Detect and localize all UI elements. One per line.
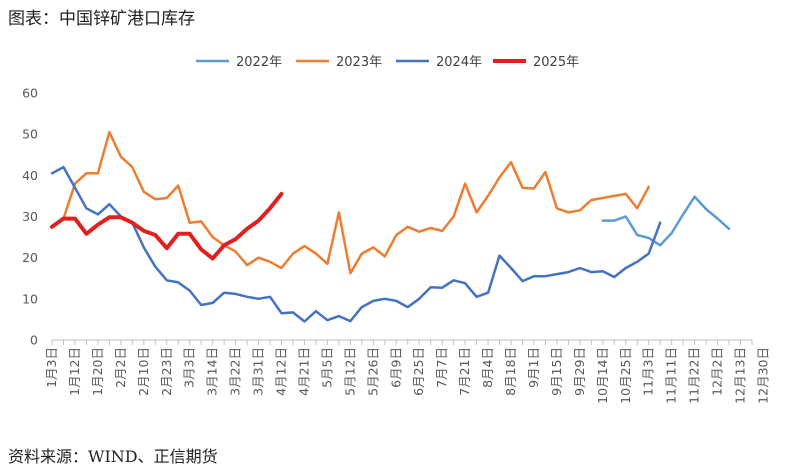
source-note: 资料来源：WIND、正信期货 [8, 447, 218, 466]
x-tick-label: 12月2日 [710, 347, 725, 396]
x-tick-label: 3月14日 [205, 347, 220, 396]
x-tick-label: 7月7日 [434, 347, 449, 388]
x-tick-label: 10月25日 [618, 347, 633, 404]
x-tick-label: 2月10日 [136, 347, 151, 396]
x-tick-label: 6月25日 [411, 347, 426, 396]
y-tick-label: 20 [22, 250, 38, 265]
x-tick-label: 9月1日 [526, 347, 541, 388]
x-tick-label: 10月14日 [595, 347, 610, 404]
x-tick-label: 5月26日 [365, 347, 380, 396]
x-tick-label: 1月3日 [44, 347, 59, 388]
legend: 2022年 2023年 2024年 2025年 [196, 55, 579, 70]
x-tick-label: 1月20日 [90, 347, 105, 396]
x-tick-label: 2月2日 [113, 347, 128, 388]
legend-label: 2023年 [336, 55, 382, 70]
x-tick-label: 12月13日 [733, 347, 748, 404]
x-tick-label: 9月29日 [572, 347, 587, 396]
x-tick-label: 1月12日 [67, 347, 82, 396]
y-axis: 0 10 20 30 40 50 60 [22, 86, 38, 348]
y-tick-label: 60 [22, 86, 38, 101]
series-line-2022年 [601, 195, 731, 247]
chart-title: 图表：中国锌矿港口库存 [8, 9, 195, 29]
y-tick-label: 40 [22, 168, 38, 183]
legend-label: 2022年 [236, 55, 282, 70]
x-tick-label: 12月30日 [755, 347, 770, 404]
x-tick-label: 9月15日 [549, 347, 564, 396]
x-tick-label: 3月22日 [228, 347, 243, 396]
x-tick-label: 3月31日 [251, 347, 266, 396]
x-tick-label: 6月9日 [388, 347, 403, 388]
x-tick-label: 2月23日 [159, 347, 174, 396]
x-tick-label: 4月21日 [296, 347, 311, 396]
series-lines [50, 130, 731, 323]
series-line-2024年 [50, 165, 662, 323]
y-tick-label: 30 [22, 209, 38, 224]
x-tick-label: 7月21日 [457, 347, 472, 396]
x-tick-label: 3月3日 [182, 347, 197, 388]
legend-label: 2025年 [533, 55, 579, 70]
series-line-2023年 [62, 130, 650, 275]
legend-label: 2024年 [436, 55, 482, 70]
y-tick-label: 0 [30, 333, 38, 348]
x-tick-label: 4月12日 [274, 347, 289, 396]
x-tick-label: 5月5日 [319, 347, 334, 388]
x-tick-label: 8月4日 [480, 347, 495, 388]
x-tick-label: 11月3日 [641, 347, 656, 396]
x-tick-label: 11月22日 [687, 347, 702, 404]
x-axis: 1月3日 1月12日 1月20日 2月2日 2月10日 2月23日 3月3日 3月14日 3月2… [44, 339, 770, 404]
y-tick-label: 50 [22, 127, 38, 142]
x-tick-label: 11月11日 [664, 347, 679, 404]
x-tick-label: 8月18日 [503, 347, 518, 396]
x-tick-label: 5月12日 [342, 347, 357, 396]
y-tick-label: 10 [22, 291, 38, 306]
series-line-2025年 [50, 191, 284, 261]
